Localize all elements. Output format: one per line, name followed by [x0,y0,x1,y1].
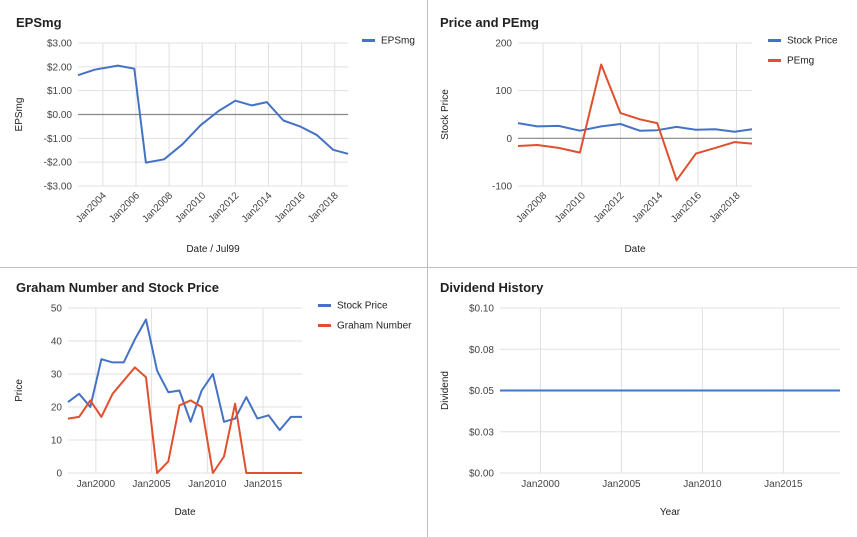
chart-svg-epsmg: EPSmg $3.00 $2.00 $1.00 $0.00 -$1.00 -$2.00 -$3… [14,15,415,255]
x-tick-label: Jan2015 [764,479,803,490]
y-tick-label: 0 [56,469,62,480]
y-tick-label: $3.00 [47,39,72,50]
y-tick-label: $0.08 [469,345,494,356]
y-tick-label: $0.00 [469,469,494,480]
y-tick-label: 20 [51,403,63,414]
legend-label: Stock Price [337,301,388,312]
x-axis-title: Year [660,507,681,518]
y-tick-label: $0.00 [47,110,72,121]
y-tick-label: $0.05 [469,386,494,397]
x-tick-label: Jan2010 [173,190,208,225]
y-tick-label: -$3.00 [44,182,73,193]
x-tick-label: Jan2008 [140,190,175,225]
series-line-1 [517,63,753,182]
chart-svg-dividend: Dividend History $0.10 $0.08 $0.05 $0.03 $0.0… [440,280,840,518]
y-axis-title: Price [14,379,25,402]
y-tick-label: 50 [51,304,63,315]
y-tick-label: -$2.00 [44,158,73,169]
x-tick-label: Jan2018 [708,190,743,225]
y-tick-label: $2.00 [47,62,72,73]
legend-swatch [318,324,331,327]
x-tick-label: Jan2010 [553,190,588,225]
x-tick-label: Jan2000 [521,479,560,490]
chart-panel-dividend: Dividend History $0.10 $0.08 $0.05 $0.03 $0.0… [428,268,857,537]
y-axis-title: Dividend [440,371,451,410]
y-tick-label: $1.00 [47,86,72,97]
y-axis-title: Stock Price [440,89,451,140]
x-tick-label: Jan2018 [306,190,341,225]
x-tick-label: Jan2012 [207,190,242,225]
series-line-1 [67,366,302,474]
legend-label: EPSmg [381,36,415,47]
x-tick-label: Jan2016 [669,190,704,225]
legend-label: PEmg [787,56,814,67]
y-tick-label: 40 [51,337,63,348]
x-tick-label: Jan2014 [630,190,665,225]
y-tick-label: 0 [506,134,512,145]
legend-swatch [318,304,331,307]
legend-swatch [768,59,781,62]
y-tick-label: 100 [495,86,512,97]
chart-svg-graham: Graham Number and Stock Price 50 40 30 20 10 0… [14,280,412,518]
x-tick-label: Jan2014 [240,190,275,225]
legend-swatch [362,39,375,42]
x-tick-label: Jan2005 [602,479,641,490]
chart-panel-graham: Graham Number and Stock Price 50 40 30 20 10 0… [0,268,428,537]
legend-swatch [768,39,781,42]
series-line-0 [517,122,753,133]
x-axis-title: Date [624,244,646,255]
x-tick-label: Jan2016 [273,190,308,225]
chart-title: Dividend History [440,280,544,295]
x-tick-label: Jan2010 [683,479,722,490]
chart-title: EPSmg [16,15,62,30]
x-axis-title: Date [174,507,196,518]
x-tick-label: Jan2006 [107,190,142,225]
y-axis-title: EPSmg [14,98,25,132]
series-line-0 [67,318,302,432]
chart-panel-epsmg: EPSmg $3.00 $2.00 $1.00 $0.00 -$1.00 -$2.00 -$3… [0,0,428,268]
x-axis-title: Date / Jul99 [186,244,240,255]
x-tick-label: Jan2004 [74,190,109,225]
x-tick-label: Jan2010 [188,479,227,490]
series-line-0 [77,64,349,164]
chart-panel-price-pemg: Price and PEmg 200 100 0 -100 Jan2008 Jan2010 J… [428,0,857,268]
x-tick-label: Jan2008 [514,190,549,225]
x-tick-label: Jan2012 [592,190,627,225]
y-tick-label: 200 [495,39,512,50]
x-tick-label: Jan2000 [77,479,116,490]
chart-title: Price and PEmg [440,15,539,30]
y-tick-label: 10 [51,436,63,447]
y-tick-label: 30 [51,370,63,381]
chart-title: Graham Number and Stock Price [16,280,219,295]
y-tick-label: $0.03 [469,427,494,438]
legend-label: Graham Number [337,321,412,332]
x-tick-label: Jan2005 [132,479,171,490]
y-tick-label: $0.10 [469,304,494,315]
legend-label: Stock Price [787,36,838,47]
y-tick-label: -$1.00 [44,134,73,145]
y-tick-label: -100 [492,182,512,193]
x-tick-label: Jan2015 [244,479,283,490]
